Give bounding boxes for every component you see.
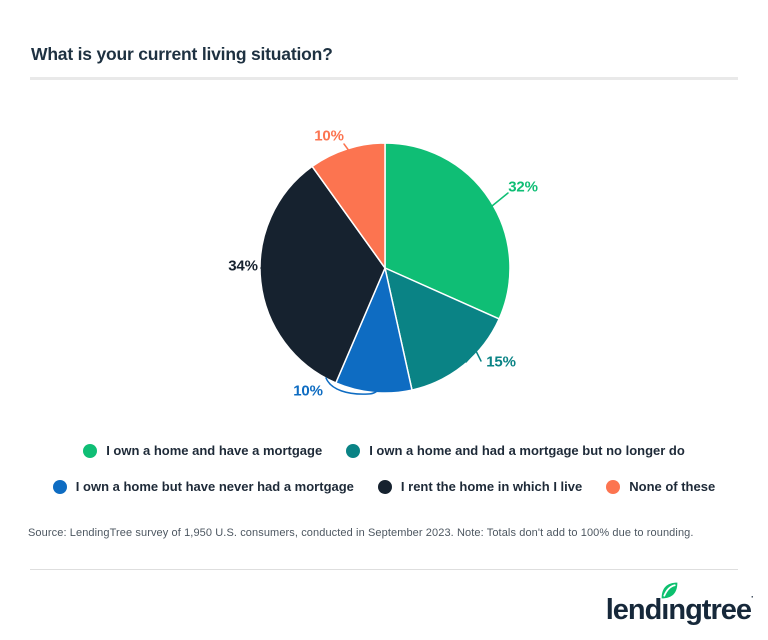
pie-percent-label-4: 10% xyxy=(314,127,344,145)
logo-text: lendıngtree xyxy=(605,594,752,626)
pie-percent-label-0: 32% xyxy=(508,178,538,196)
footer-divider xyxy=(30,569,738,570)
pie-slice-3 xyxy=(259,165,386,384)
legend-label: I own a home but have never had a mortga… xyxy=(75,479,354,494)
legend-item-2: I own a home but have never had a mortga… xyxy=(52,479,354,494)
leader-line-3 xyxy=(260,267,279,276)
legend-dot-icon xyxy=(83,443,98,458)
lendingtree-logo: lendıngtree· xyxy=(605,582,754,626)
legend-dot-icon xyxy=(346,443,361,458)
legend-label: None of these xyxy=(629,479,716,494)
legend-item-1: I own a home and had a mortgage but no l… xyxy=(346,443,685,458)
legend-item-4: None of these xyxy=(606,479,715,494)
pie-slice-0 xyxy=(384,142,511,320)
legend-label: I rent the home in which I live xyxy=(400,479,583,494)
pie-percent-label-3: 34% xyxy=(228,257,258,275)
legend-label: I own a home and had a mortgage but no l… xyxy=(369,443,685,458)
legend-dot-icon xyxy=(606,479,621,494)
legend-dot-icon xyxy=(377,479,392,494)
legend-label: I own a home and have a mortgage xyxy=(106,443,323,458)
legend-dot-icon xyxy=(52,479,67,494)
pie-slice-4 xyxy=(311,142,386,269)
pie-percent-label-1: 15% xyxy=(486,353,516,371)
legend-row-0: I own a home and have a mortgage I own a … xyxy=(0,443,768,458)
legend-row-1: I own a home but have never had a mortga… xyxy=(0,479,768,494)
pie-slice-1 xyxy=(384,267,500,391)
leader-line-4 xyxy=(343,143,362,168)
legend-item-3: I rent the home in which I live xyxy=(377,479,583,494)
pie-leader-lines xyxy=(260,143,509,395)
title-divider xyxy=(30,77,738,80)
page-title: What is your current living situation? xyxy=(31,44,333,64)
pie-slices xyxy=(259,142,511,394)
leader-line-0 xyxy=(491,192,509,207)
leader-line-2 xyxy=(325,377,381,395)
logo-trademark-mark: · xyxy=(751,592,754,602)
pie-percent-label-2: 10% xyxy=(293,382,323,400)
chart-legend: I own a home and have a mortgage I own a … xyxy=(0,443,768,515)
leader-line-1 xyxy=(465,349,482,363)
source-note: Source: LendingTree survey of 1,950 U.S.… xyxy=(28,527,694,539)
legend-item-0: I own a home and have a mortgage xyxy=(83,443,322,458)
leaf-icon xyxy=(661,582,678,599)
